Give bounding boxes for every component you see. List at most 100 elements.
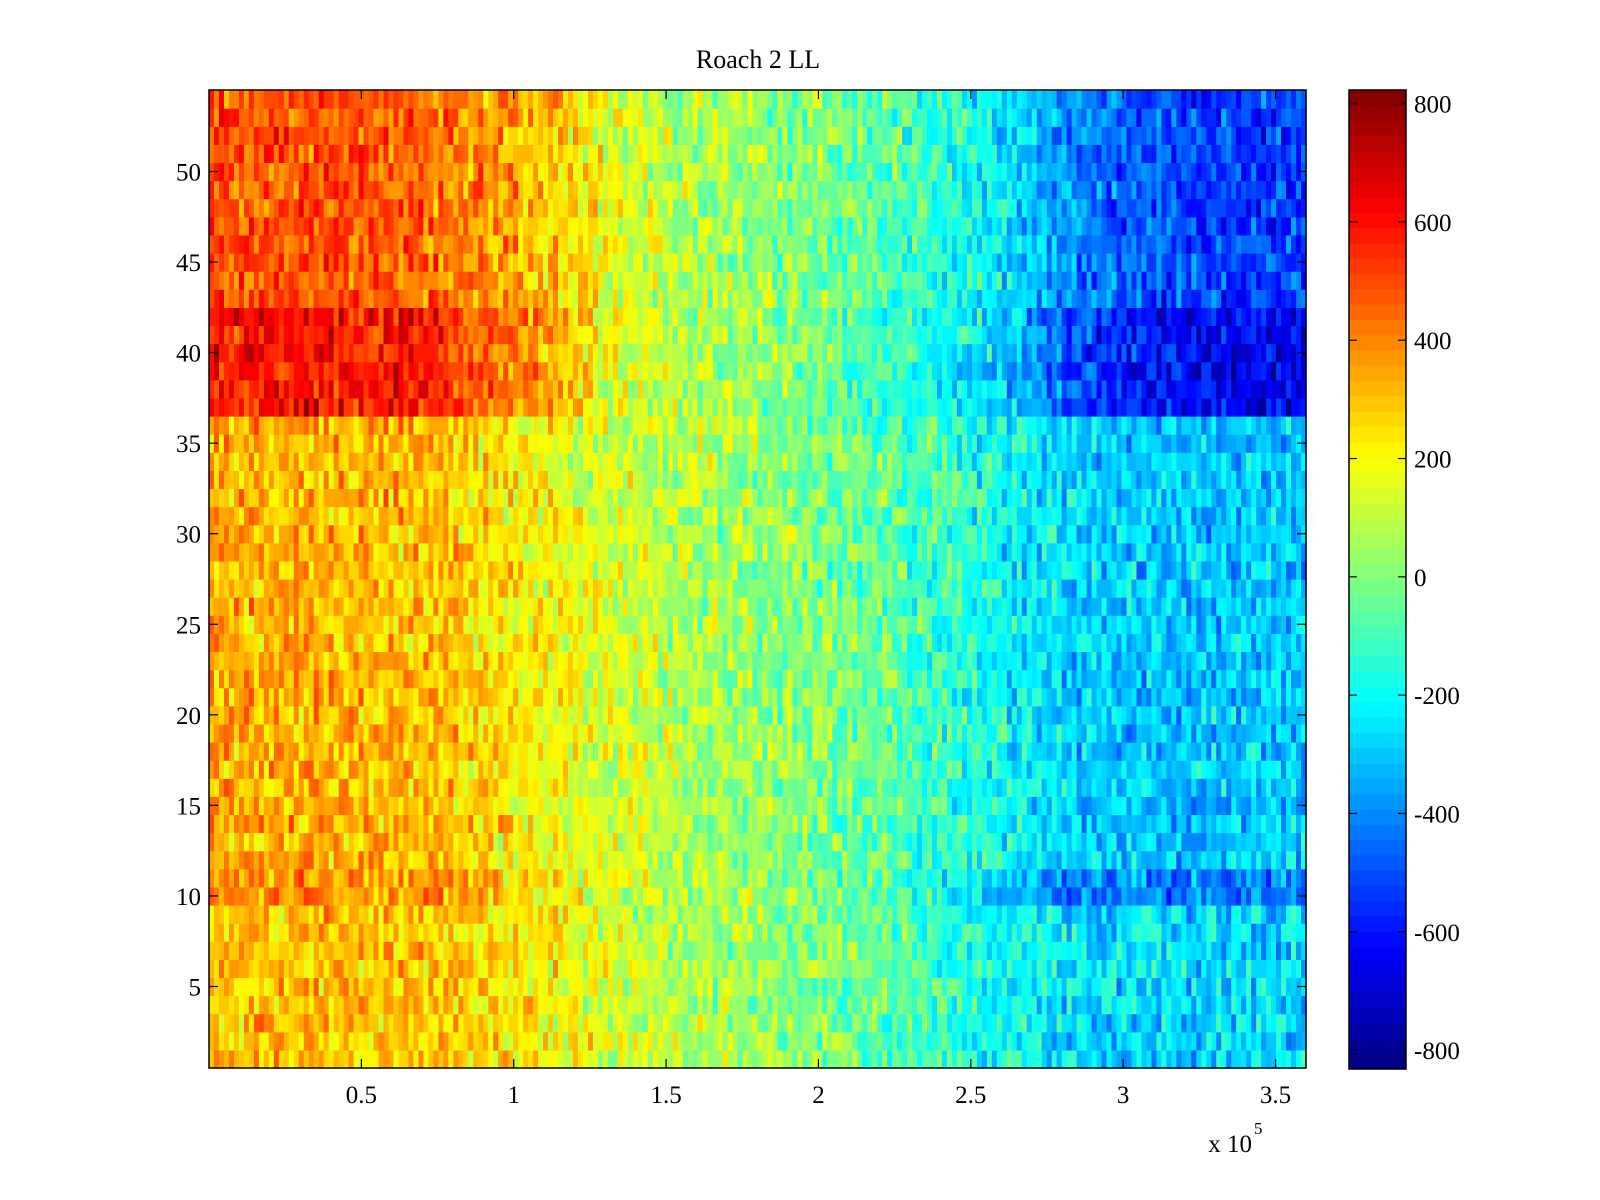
heatmap-cell <box>498 959 504 979</box>
heatmap-cell <box>1181 886 1187 906</box>
heatmap-cell <box>922 778 928 797</box>
heatmap-cell <box>463 669 469 689</box>
heatmap-cell <box>622 905 629 924</box>
heatmap-cell <box>951 687 958 707</box>
heatmap-cell <box>597 687 604 707</box>
heatmap-cell <box>473 905 479 924</box>
heatmap-cell <box>682 651 689 671</box>
heatmap-cell <box>912 1013 918 1033</box>
heatmap-cell <box>1221 742 1227 761</box>
heatmap-cell <box>1246 959 1252 979</box>
heatmap-cell <box>1266 796 1272 816</box>
heatmap-cell <box>298 995 305 1015</box>
heatmap-cell <box>802 850 808 870</box>
heatmap-cell <box>1056 669 1063 689</box>
heatmap-cell <box>897 1049 903 1069</box>
heatmap-cell <box>478 814 484 834</box>
heatmap-cell <box>942 760 948 779</box>
heatmap-cell <box>742 923 749 942</box>
heatmap-cell <box>976 796 983 816</box>
heatmap-cell <box>1286 814 1292 834</box>
heatmap-cell <box>932 669 938 689</box>
heatmap-cell <box>433 905 439 924</box>
heatmap-cell <box>378 669 385 689</box>
heatmap-cell <box>263 1031 270 1051</box>
heatmap-cell <box>1251 923 1257 942</box>
heatmap-cell <box>687 814 694 834</box>
heatmap-cell <box>712 687 719 707</box>
heatmap-cell <box>1181 687 1187 707</box>
heatmap-cell <box>632 796 639 816</box>
heatmap-cell <box>897 778 903 797</box>
heatmap-cell <box>971 778 978 797</box>
heatmap-cell <box>218 941 225 960</box>
heatmap-cell <box>563 941 569 960</box>
heatmap-cell <box>996 959 1003 979</box>
heatmap-cell <box>582 1031 589 1051</box>
heatmap-cell <box>642 651 649 671</box>
heatmap-cell <box>652 886 659 906</box>
heatmap-cell <box>627 941 634 960</box>
heatmap-cell <box>1246 995 1252 1015</box>
heatmap-cell <box>777 1013 784 1033</box>
heatmap-cell <box>1251 832 1257 852</box>
heatmap-cell <box>1231 868 1237 888</box>
heatmap-cell <box>976 1013 983 1033</box>
heatmap-cell <box>1216 669 1222 689</box>
heatmap-cell <box>912 941 918 960</box>
heatmap-cell <box>912 850 918 870</box>
heatmap-cell <box>986 923 993 942</box>
heatmap-cell <box>553 742 559 761</box>
heatmap-cell <box>872 669 878 689</box>
heatmap-cell <box>622 705 629 725</box>
heatmap-cell <box>817 886 823 906</box>
heatmap-cell <box>1216 687 1222 707</box>
heatmap-cell <box>453 1013 459 1033</box>
heatmap-cell <box>917 814 923 834</box>
heatmap-cell <box>348 941 355 960</box>
heatmap-cell <box>976 814 983 834</box>
heatmap-cell <box>867 850 873 870</box>
heatmap-cell <box>927 742 933 761</box>
heatmap-cell <box>632 669 639 689</box>
heatmap-cell <box>368 760 375 779</box>
heatmap-cell <box>1206 687 1212 707</box>
heatmap-cell <box>1256 905 1262 924</box>
heatmap-cell <box>398 814 405 834</box>
heatmap-cell <box>1101 850 1108 870</box>
heatmap-cell <box>328 723 335 743</box>
heatmap-cell <box>428 1013 434 1033</box>
heatmap-cell <box>228 850 235 870</box>
heatmap-cell <box>518 832 524 852</box>
heatmap-cell <box>922 723 928 743</box>
heatmap-cell <box>1291 868 1297 888</box>
heatmap-cell <box>1021 959 1028 979</box>
heatmap-cell <box>1151 723 1158 743</box>
heatmap-cell <box>1161 687 1167 707</box>
heatmap-cell <box>802 760 808 779</box>
heatmap-cell <box>1181 868 1187 888</box>
heatmap-cell <box>717 651 724 671</box>
heatmap-cell <box>996 886 1003 906</box>
heatmap-cell <box>602 941 609 960</box>
heatmap-cell <box>423 814 429 834</box>
heatmap-cell <box>528 796 534 816</box>
heatmap-cell <box>717 705 724 725</box>
heatmap-cell <box>1196 850 1202 870</box>
heatmap-cell <box>548 1049 554 1069</box>
heatmap-cell <box>627 669 634 689</box>
heatmap-cell <box>577 941 584 960</box>
heatmap-cell <box>822 1013 828 1033</box>
heatmap-cell <box>1266 669 1272 689</box>
heatmap-cell <box>1026 669 1033 689</box>
heatmap-cell <box>717 977 724 997</box>
heatmap-cell <box>1011 760 1018 779</box>
heatmap-cell <box>1046 832 1053 852</box>
heatmap-cell <box>667 941 674 960</box>
heatmap-cell <box>1231 995 1237 1015</box>
heatmap-cell <box>543 850 549 870</box>
heatmap-cell <box>318 669 325 689</box>
heatmap-cell <box>1106 778 1113 797</box>
heatmap-cell <box>1131 705 1138 725</box>
heatmap-cell <box>278 669 285 689</box>
